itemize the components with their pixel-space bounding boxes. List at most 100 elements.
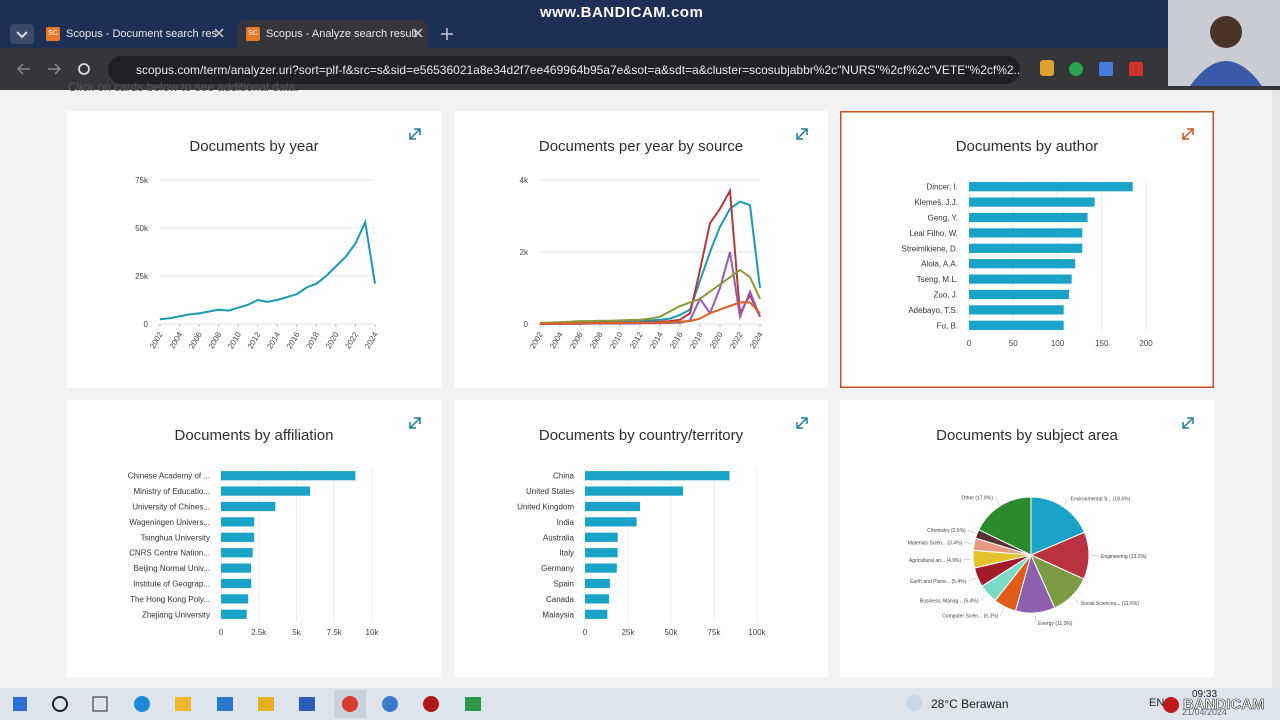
bar	[585, 471, 730, 481]
expand-icon[interactable]	[1182, 417, 1194, 429]
taskbar-icons	[13, 690, 1179, 718]
store[interactable]	[258, 697, 274, 711]
tab-menu[interactable]	[10, 24, 34, 44]
expand-icon[interactable]	[1182, 128, 1194, 140]
expand-icon[interactable]	[409, 417, 421, 429]
weather-icon	[906, 695, 922, 711]
card[interactable]: Documents by affiliation 0 2.5k 5k 7.5k 10k Ch…	[67, 400, 441, 677]
favicon: SC	[46, 27, 60, 42]
bar	[969, 259, 1076, 269]
x-tick-label: 75k	[708, 628, 722, 637]
expand-icon[interactable]	[409, 128, 421, 140]
hint: Click on cards below to see additional d…	[68, 80, 299, 94]
back[interactable]	[16, 63, 30, 75]
slice-label: Social Sciences... (11.5%)	[1081, 601, 1139, 607]
start[interactable]	[13, 697, 27, 711]
x-tick-label: 5k	[292, 628, 301, 637]
taskbar	[0, 688, 1280, 720]
x-tick-label: 25k	[622, 628, 636, 637]
recorder-watermark: BANDICAM	[1183, 696, 1265, 714]
close-tab[interactable]	[413, 28, 423, 38]
y-tick-label: 0	[144, 320, 149, 329]
url-field[interactable]: scopus.com/term/analyzer.uri?sort=plf-f&…	[108, 56, 1020, 84]
leader-line	[1073, 597, 1080, 604]
browser-icons	[10, 0, 1280, 86]
close-tab[interactable]	[214, 28, 224, 38]
x-tick-label: 2014	[265, 330, 282, 350]
bar	[585, 563, 617, 573]
tab[interactable]: SC Scopus - Analyze search result	[238, 20, 428, 48]
forward[interactable]	[48, 63, 62, 75]
card[interactable]: Documents by country/territory 0 25k 50k 75k…	[454, 400, 828, 677]
bar	[221, 517, 255, 527]
slice-label: Business, Manag... (5.4%)	[920, 599, 979, 605]
card-title: Documents by author	[956, 138, 1099, 155]
search[interactable]	[52, 696, 68, 712]
expand-icon[interactable]	[796, 128, 808, 140]
leader-line	[980, 595, 987, 601]
x-tick-label: 200	[1139, 339, 1153, 348]
bar	[221, 578, 252, 589]
extension[interactable]	[1099, 62, 1113, 76]
category-label: Tsinghua University	[141, 533, 210, 542]
leader-line	[994, 497, 1000, 505]
x-tick-label: 2012	[246, 330, 263, 350]
app[interactable]	[465, 697, 481, 711]
x-tick-label: 2020	[708, 330, 725, 350]
x-tick-label: 2008	[588, 330, 605, 350]
chevron	[16, 31, 28, 39]
category-label: University of Chines...	[132, 503, 210, 512]
slice-label: Agricultural an... (4.9%)	[909, 558, 962, 564]
category-label: Leal Filho, W.	[910, 229, 958, 238]
task-view[interactable]	[92, 696, 108, 712]
leader-line	[967, 529, 976, 534]
expand-icon[interactable]	[796, 417, 808, 429]
category-label: CNRS Centre Nation...	[129, 549, 210, 558]
extension[interactable]	[1040, 60, 1054, 76]
card[interactable]: Documents by author 0 50 100 150 200 Dincer, I…	[840, 111, 1214, 388]
bar	[221, 471, 356, 481]
bar	[221, 609, 247, 619]
favicon: SC	[246, 27, 260, 42]
y-tick-label: 2k	[520, 248, 529, 257]
explorer[interactable]	[175, 697, 191, 711]
pie-slice	[1030, 496, 1086, 556]
line-series	[540, 251, 761, 325]
y-tick-label: 0	[524, 320, 529, 329]
extension[interactable]	[1129, 62, 1143, 76]
card[interactable]: Documents by year 0 25k 50k 75k 2002 2004 2006 2…	[67, 111, 441, 388]
app[interactable]	[382, 696, 398, 712]
bar	[969, 274, 1072, 284]
extension[interactable]	[1069, 62, 1083, 76]
tab[interactable]: SC Scopus - Document search res	[38, 20, 228, 48]
card[interactable]: Documents by subject area Environmental S…	[840, 400, 1214, 677]
x-tick-label: 50	[1009, 339, 1018, 348]
x-tick-label: 2.5k	[251, 628, 267, 637]
x-tick-label: 2004	[168, 330, 185, 350]
category-label: Adebayo, T.S.	[908, 306, 958, 315]
x-tick-label: 2024	[363, 330, 380, 350]
card-title: Documents by country/territory	[539, 427, 744, 444]
edge[interactable]	[134, 696, 150, 712]
x-tick-label: 2022	[343, 330, 360, 350]
slice-label: Engineering (13.2%)	[1101, 554, 1147, 560]
language[interactable]: EN	[1149, 697, 1165, 709]
reload[interactable]	[78, 63, 90, 75]
mail[interactable]	[217, 697, 233, 711]
new-tab[interactable]	[441, 28, 453, 40]
watermark: www.BANDICAM.com	[540, 4, 704, 21]
card[interactable]: Documents per year by source 0 2k 4k 2002 200…	[454, 111, 828, 388]
chart: Documents by author 0 50 100 150 200 Dincer, I…	[902, 128, 1194, 348]
bar	[585, 532, 618, 542]
bar	[969, 212, 1088, 223]
x-tick-label: 2024	[748, 330, 765, 350]
x-tick-label: 2008	[207, 330, 224, 350]
category-label: Italy	[559, 549, 574, 558]
word[interactable]	[299, 697, 315, 711]
chrome[interactable]	[342, 696, 358, 712]
category-label: United Kingdom	[517, 503, 574, 512]
bandicam[interactable]	[423, 696, 439, 712]
bar	[969, 243, 1083, 253]
x-tick-label: 2010	[608, 330, 625, 350]
line-series	[159, 218, 376, 321]
